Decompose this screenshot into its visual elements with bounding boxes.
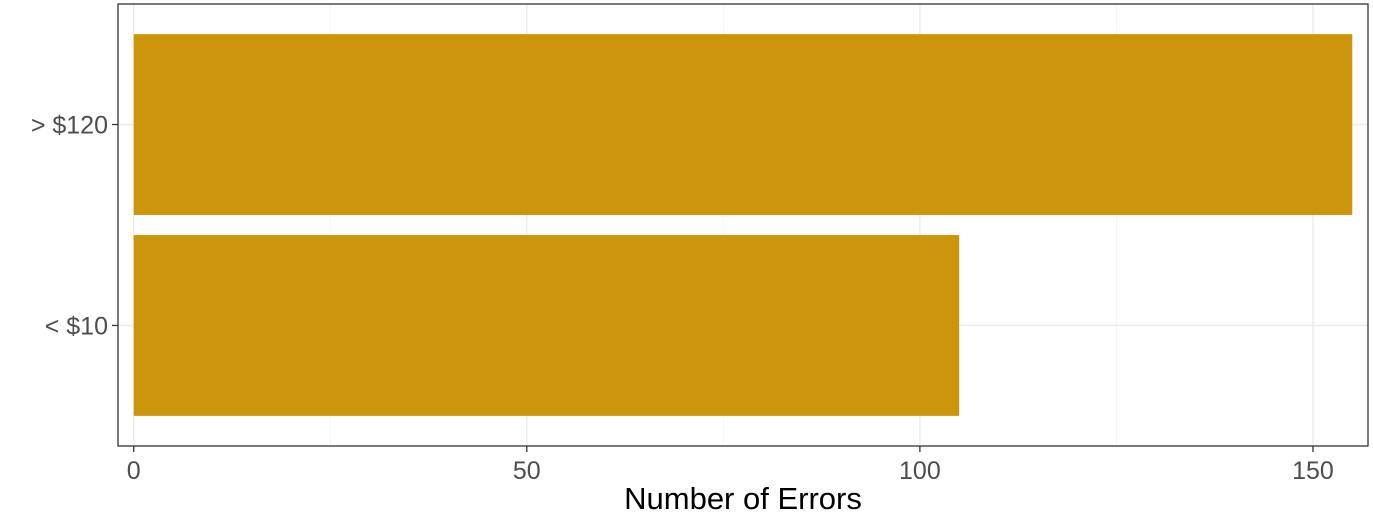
y-tick-label: < $10 (45, 312, 108, 340)
x-axis: 0 50 100 150 (127, 446, 1334, 485)
x-tick-label: 100 (899, 457, 941, 485)
bar (133, 34, 1353, 215)
x-tick-label: 50 (513, 457, 541, 485)
bar-layer (133, 34, 1353, 416)
panel-border (117, 3, 1369, 447)
bar (133, 235, 960, 416)
x-axis-title: Number of Errors (624, 481, 862, 515)
x-tick-label: 150 (1292, 457, 1334, 485)
y-tick-label: > $120 (31, 112, 108, 140)
x-tick-label: 0 (127, 457, 141, 485)
y-axis: < $10 > $120 (31, 112, 118, 340)
